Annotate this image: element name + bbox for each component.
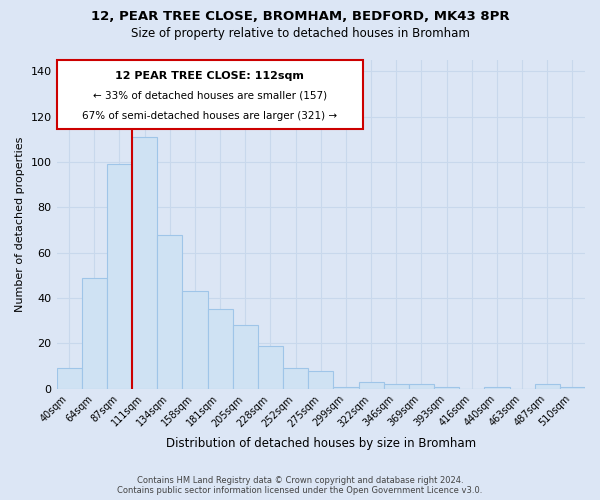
Bar [82, 278, 107, 389]
Bar [308, 370, 334, 389]
Bar [409, 384, 434, 389]
Bar [283, 368, 308, 389]
Bar [182, 292, 208, 389]
Bar [258, 346, 283, 389]
Text: 67% of semi-detached houses are larger (321) →: 67% of semi-detached houses are larger (… [82, 112, 337, 122]
Text: ← 33% of detached houses are smaller (157): ← 33% of detached houses are smaller (15… [93, 91, 327, 101]
Bar [484, 386, 509, 389]
Bar [334, 386, 359, 389]
Y-axis label: Number of detached properties: Number of detached properties [15, 136, 25, 312]
Bar [107, 164, 132, 389]
Text: Size of property relative to detached houses in Bromham: Size of property relative to detached ho… [131, 28, 469, 40]
Bar [535, 384, 560, 389]
X-axis label: Distribution of detached houses by size in Bromham: Distribution of detached houses by size … [166, 437, 476, 450]
Bar [208, 310, 233, 389]
Text: 12, PEAR TREE CLOSE, BROMHAM, BEDFORD, MK43 8PR: 12, PEAR TREE CLOSE, BROMHAM, BEDFORD, M… [91, 10, 509, 23]
Bar [383, 384, 409, 389]
FancyBboxPatch shape [56, 60, 363, 129]
Bar [132, 137, 157, 389]
Bar [560, 386, 585, 389]
Bar [233, 326, 258, 389]
Bar [56, 368, 82, 389]
Text: Contains HM Land Registry data © Crown copyright and database right 2024.
Contai: Contains HM Land Registry data © Crown c… [118, 476, 482, 495]
Text: 12 PEAR TREE CLOSE: 112sqm: 12 PEAR TREE CLOSE: 112sqm [115, 71, 304, 81]
Bar [434, 386, 459, 389]
Bar [157, 234, 182, 389]
Bar [359, 382, 383, 389]
